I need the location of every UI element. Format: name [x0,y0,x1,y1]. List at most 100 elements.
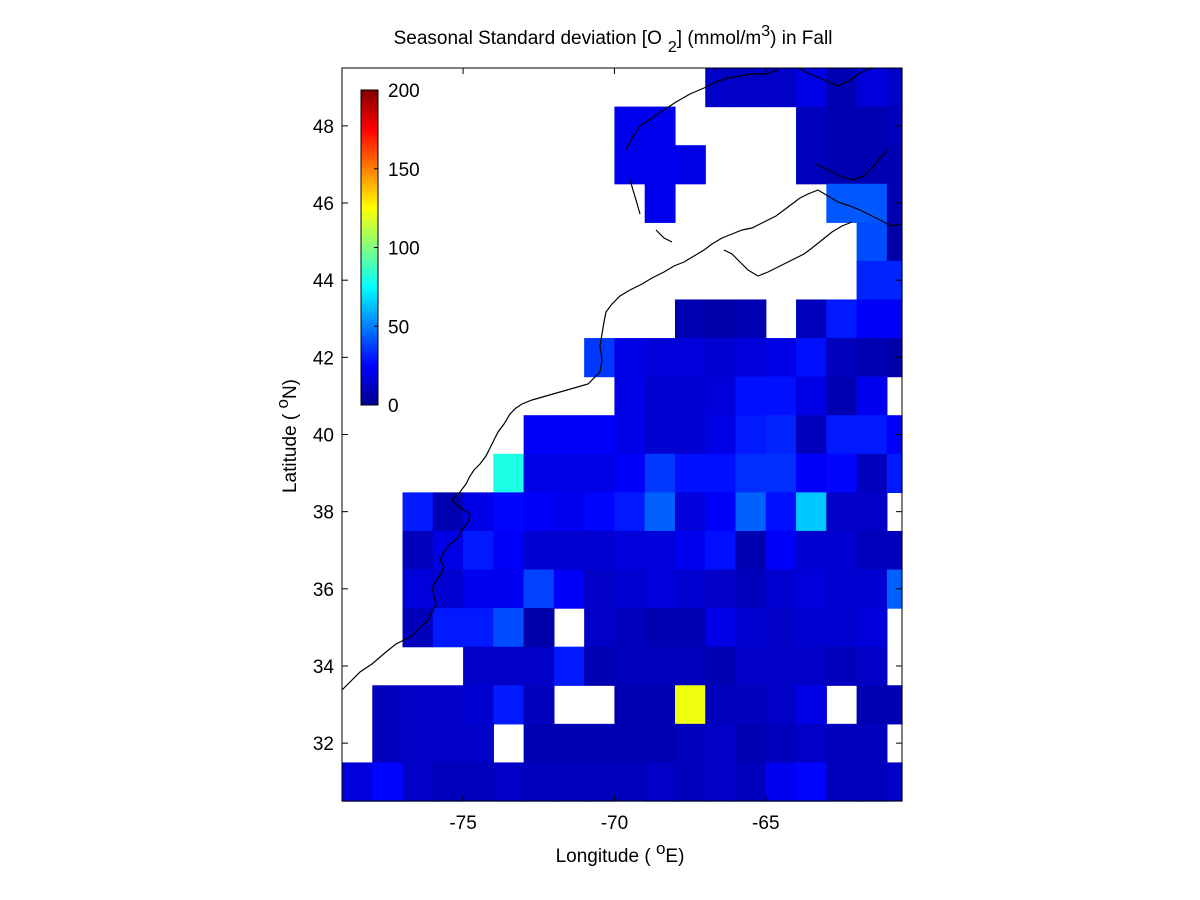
heatmap-cell [523,530,555,571]
heatmap-cell [826,492,858,532]
heatmap-cell [402,569,434,609]
heatmap-cell [644,453,676,493]
heatmap-cell [705,492,737,532]
colorbar-tick-label: 150 [388,160,420,181]
heatmap-cell [674,723,706,764]
heatmap-cell [614,492,646,532]
coastline-north [625,67,889,277]
heatmap-cell [705,530,737,571]
heatmap-cell [826,646,858,686]
heatmap-cell [644,415,676,455]
heatmap-cell [614,685,646,725]
heatmap-cell [826,145,858,185]
heatmap-cell [735,530,767,571]
heatmap-cell [856,530,888,571]
heatmap-cell [886,685,903,725]
heatmap-cell [765,685,797,725]
y-tick-label: 40 [313,426,334,447]
heatmap-cell [614,762,646,802]
heatmap-cell [614,530,646,571]
heatmap-cell [674,415,706,455]
heatmap-cell [674,762,706,802]
heatmap-cell [826,453,858,493]
heatmap-cell [614,376,646,416]
heatmap-cell [402,723,434,764]
heatmap-cell [463,762,494,802]
plot-area: -75 -70 -65 32 34 36 38 40 42 44 46 48 [313,67,903,834]
heatmap-cell [553,646,585,686]
heatmap-cell [644,608,676,648]
heatmap-cell [826,723,858,764]
heatmap-cell [493,762,525,802]
y-tick-label: 44 [313,271,335,292]
heatmap-cell [735,376,767,416]
heatmap-cell [886,530,903,571]
heatmap-cell [705,569,737,609]
heatmap-cell [765,530,797,571]
heatmap-cell [735,646,767,686]
heatmap-cell [463,646,494,686]
heatmap-cell [553,492,585,532]
heatmap-cell [856,376,888,416]
heatmap-cell [856,415,888,455]
heatmap-cell [493,530,525,571]
heatmap-cell [705,415,737,455]
title-subscript: 2 [668,39,677,56]
heatmap-cell [644,762,676,802]
heatmap-cell [614,415,646,455]
heatmap-cell [644,338,676,378]
chart-title: Seasonal Standard deviation [O 2] (mmol/m… [394,23,833,56]
heatmap-cell [674,492,706,532]
heatmap-cell [553,530,585,571]
heatmap-cell [886,453,903,493]
heatmap-cell [432,608,464,648]
heatmap-cell [644,646,676,686]
heatmap-cell [856,492,888,532]
heatmap-cells [342,68,903,802]
heatmap-cell [796,145,827,185]
heatmap-cell [553,723,585,764]
heatmap-cell [796,723,827,764]
heatmap-cell [886,222,903,262]
heatmap-cell [584,415,616,455]
heatmap-cell [674,145,706,185]
heatmap-cell [372,685,404,725]
y-tick-label: 46 [313,194,334,215]
y-tick-label: 34 [313,657,335,678]
heatmap-cell [523,646,555,686]
heatmap-cell [705,338,737,378]
heatmap-cell [705,723,737,764]
heatmap-cell [402,685,434,725]
heatmap-cell [886,68,903,108]
heatmap-cell [432,492,464,532]
heatmap-cell [765,608,797,648]
heatmap-cell [463,685,494,725]
heatmap-cell [644,723,676,764]
heatmap-cell [644,492,676,532]
heatmap-cell [372,762,404,802]
heatmap-cell [584,530,616,571]
heatmap-cell [614,608,646,648]
y-tick-label: 32 [313,734,334,755]
heatmap-cell [856,608,888,648]
heatmap-cell [372,723,404,764]
heatmap-cell [463,569,494,609]
heatmap-cell [735,338,767,378]
heatmap-cell [796,376,827,416]
x-tick-label: -75 [449,813,476,834]
coastline-outline [341,189,903,691]
x-axis-ticks: -75 -70 -65 [449,68,780,834]
heatmap-cell [674,338,706,378]
title-text-post: ) in Fall [770,28,832,49]
heatmap-cell [886,299,903,339]
heatmap-cell [886,106,903,146]
heatmap-cell [796,762,827,802]
heatmap-cell [826,569,858,609]
heatmap-cell [826,299,858,339]
heatmap-cell [614,145,646,185]
heatmap-cell [432,685,464,725]
heatmap-cell [644,145,676,185]
heatmap-cell [826,762,858,802]
colorbar-tick-label: 200 [388,81,420,102]
y-label-pre: Latitude ( [280,409,301,494]
